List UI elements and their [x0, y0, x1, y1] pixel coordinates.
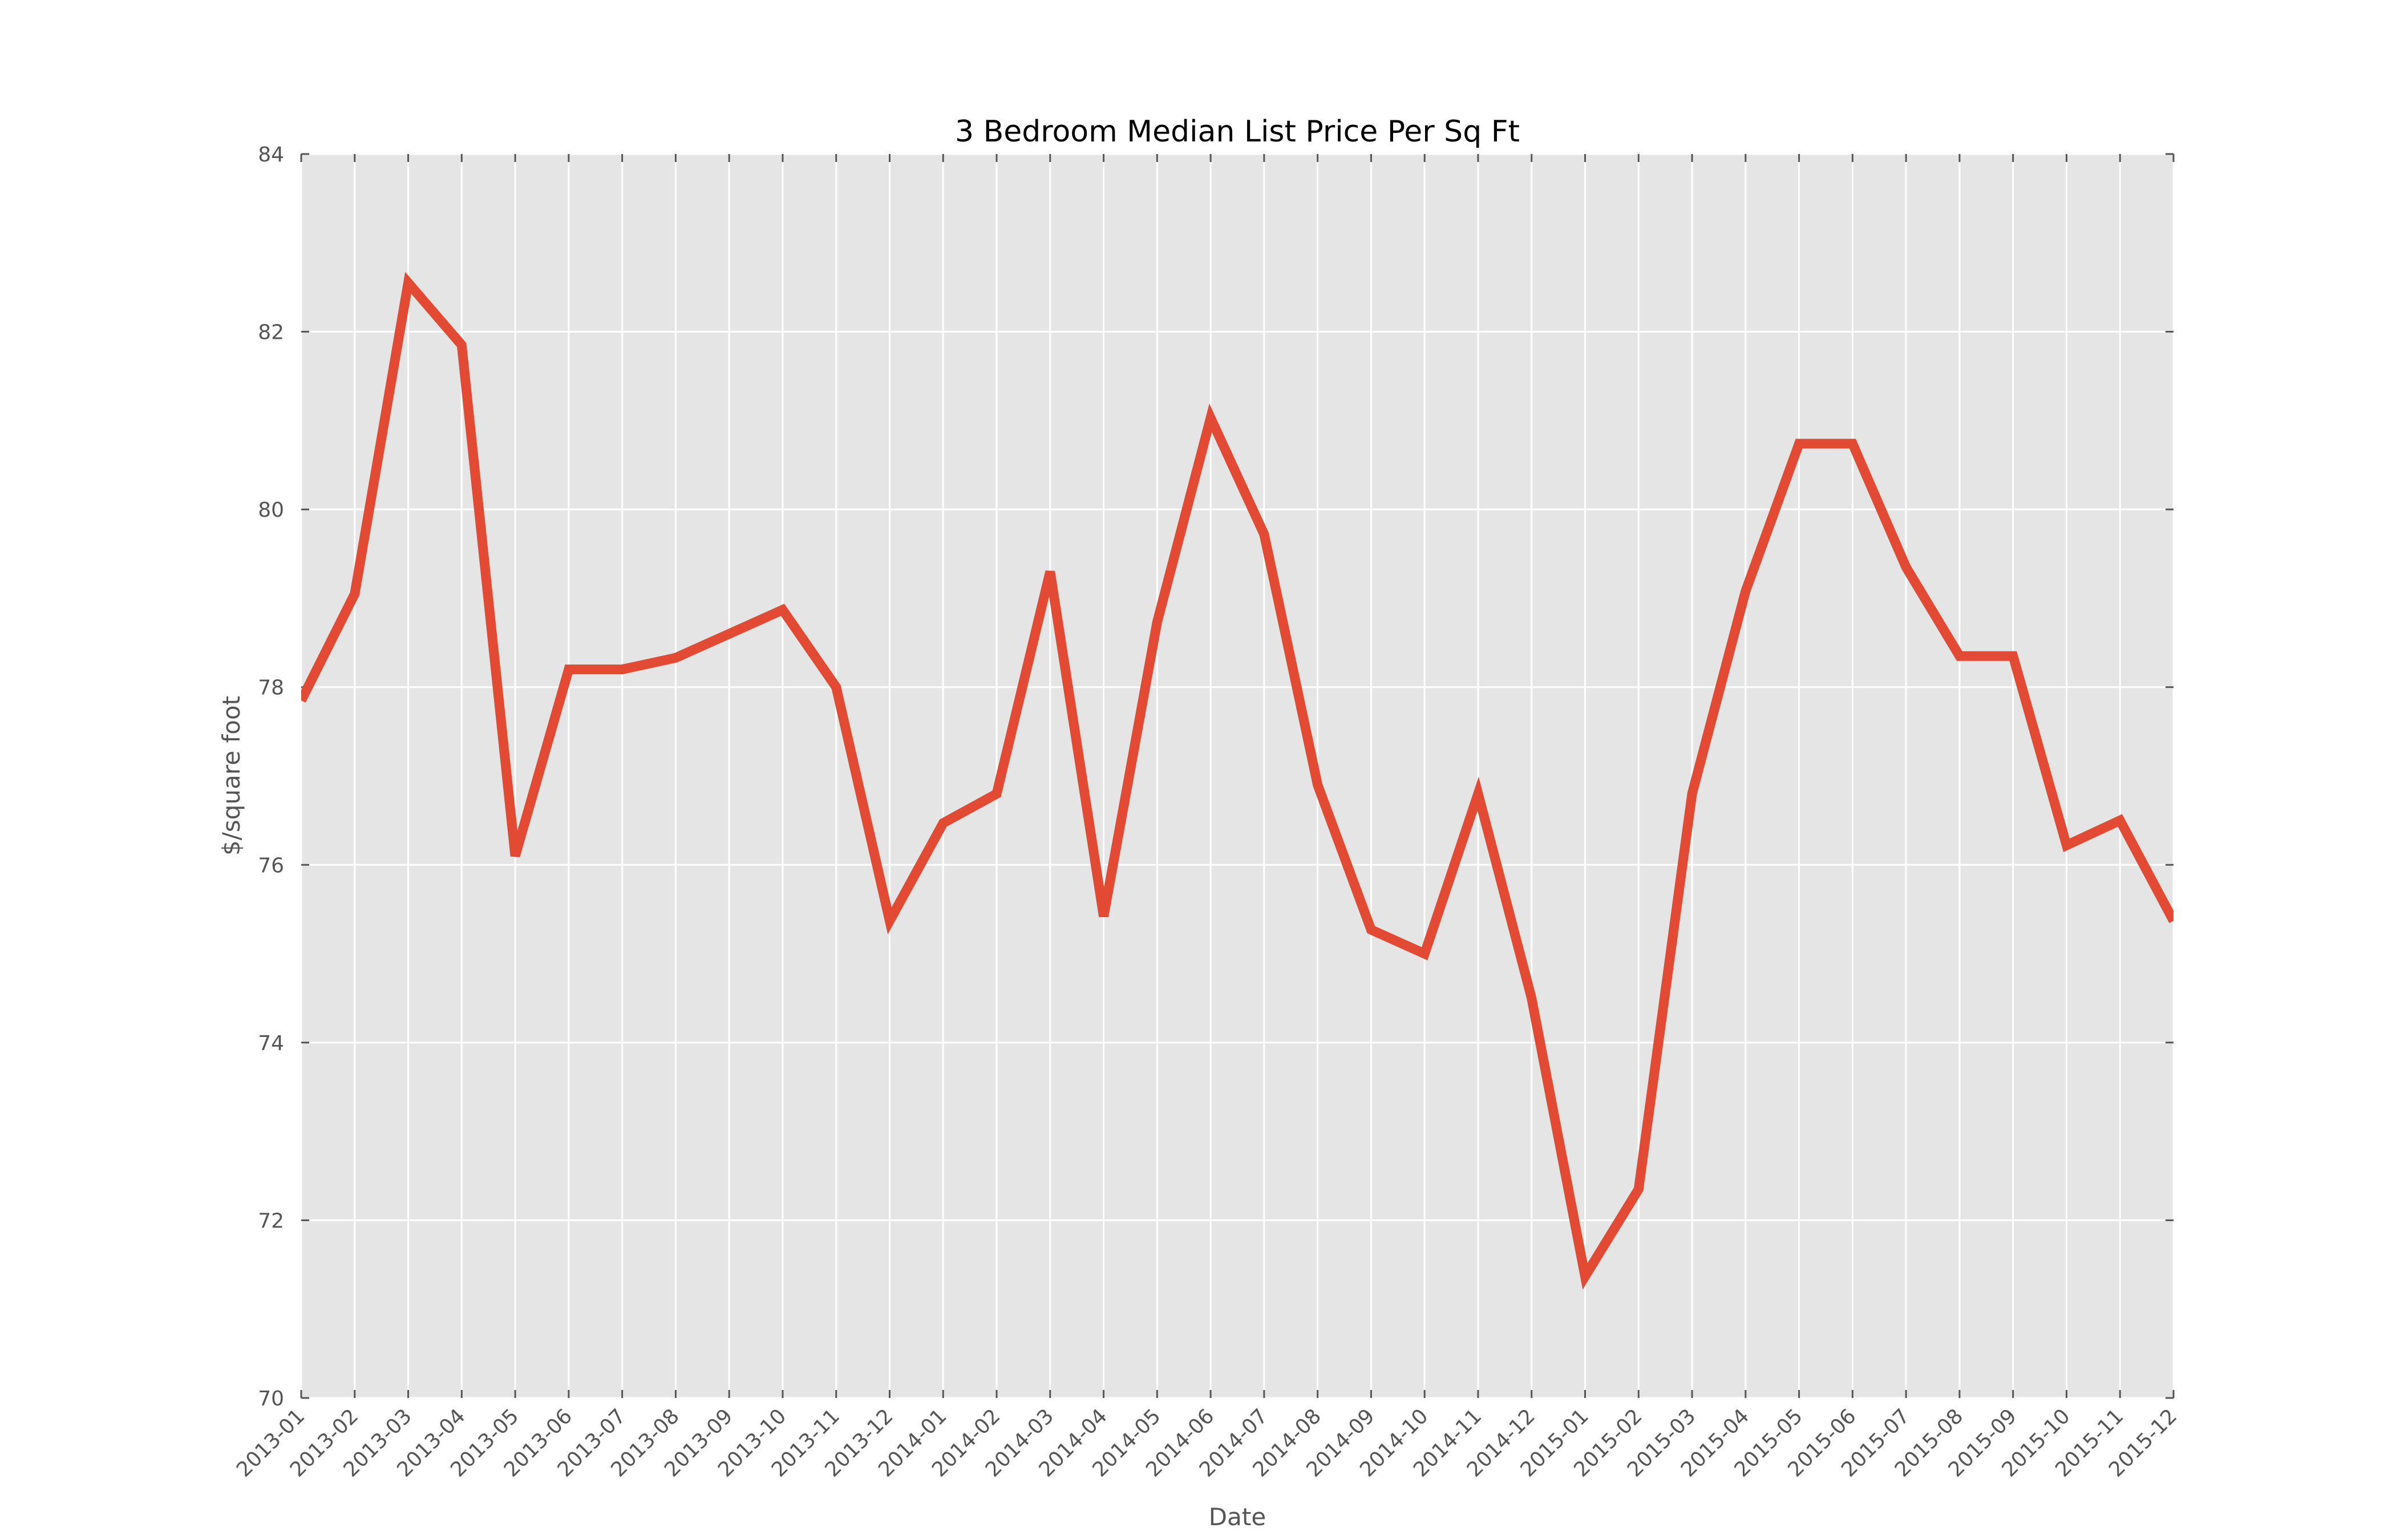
- y-tick-label: 70: [258, 1387, 284, 1411]
- x-tick-labels: 2013-012013-022013-032013-042013-052013-…: [232, 1404, 2182, 1481]
- plot-area: [301, 154, 2174, 1398]
- series-layer: [301, 271, 2174, 1290]
- y-tick-label: 74: [258, 1032, 284, 1055]
- y-axis-label: $/square foot: [217, 696, 245, 856]
- x-axis-label: Date: [1209, 1503, 1266, 1531]
- chart-title: 3 Bedroom Median List Price Per Sq Ft: [955, 115, 1520, 149]
- y-tick-label: 82: [258, 321, 284, 345]
- y-tick-label: 76: [258, 854, 284, 877]
- y-tick-label: 80: [258, 499, 284, 522]
- y-tick-labels: 70 72 74 76 78 80 82 84: [258, 143, 284, 1411]
- y-tick-label: 78: [258, 676, 284, 700]
- axis-ticks: [300, 153, 2175, 1399]
- y-tick-label: 84: [258, 143, 284, 167]
- series-line: [301, 271, 2174, 1290]
- y-tick-label: 72: [258, 1209, 284, 1233]
